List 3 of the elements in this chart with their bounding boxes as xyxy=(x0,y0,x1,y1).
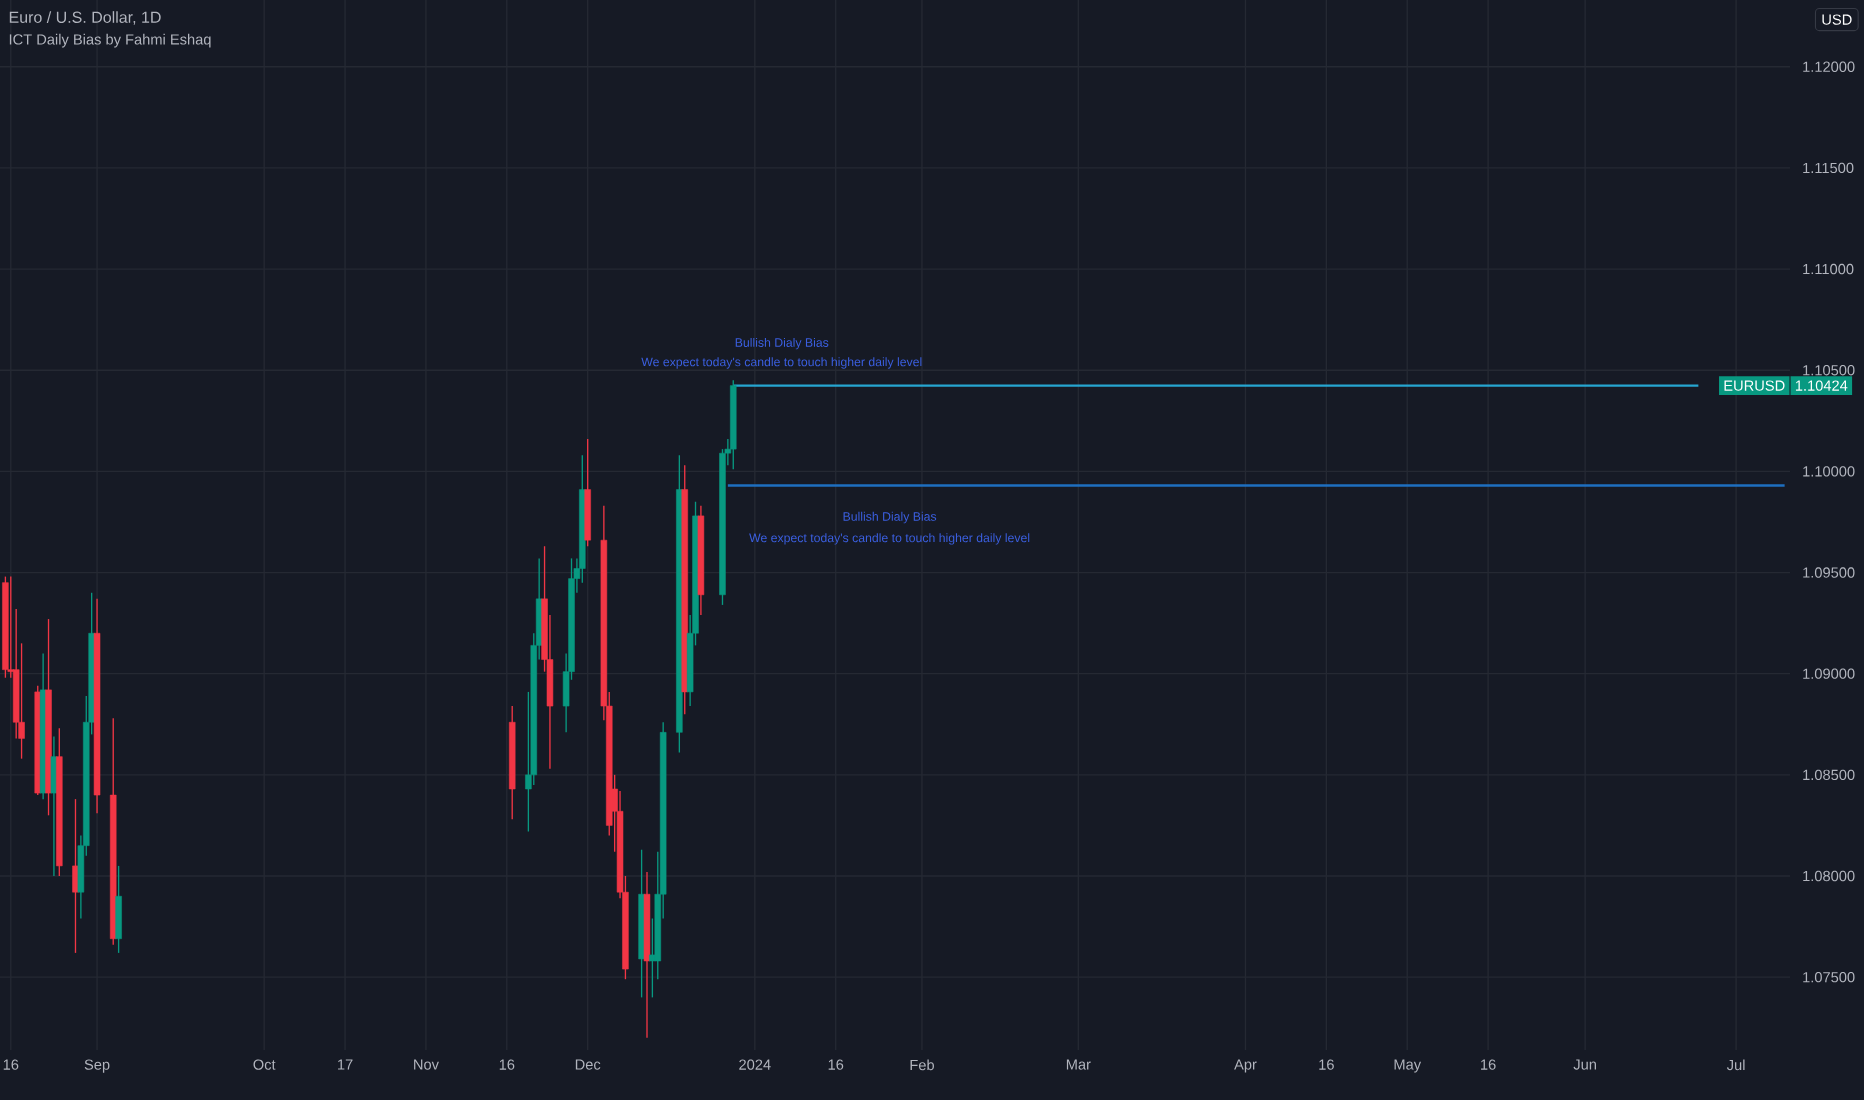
candlestick xyxy=(115,865,122,954)
candlestick xyxy=(50,735,58,877)
text: Euro / U.S. Dollar, 1D xyxy=(9,11,161,25)
